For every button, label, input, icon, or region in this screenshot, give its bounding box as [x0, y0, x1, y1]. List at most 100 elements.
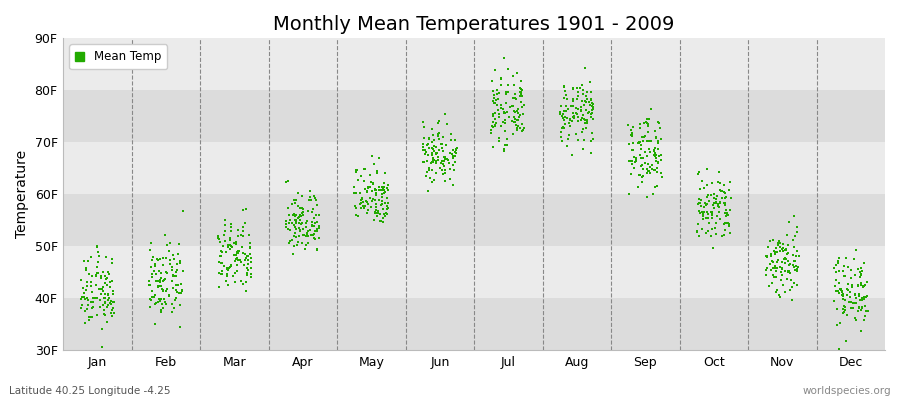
Point	[622, 158, 636, 164]
Point	[294, 205, 309, 211]
Point	[300, 230, 314, 236]
Point	[166, 252, 180, 258]
Point	[698, 230, 713, 236]
Point	[417, 159, 431, 165]
Point	[440, 156, 454, 163]
Point	[567, 112, 581, 119]
Point	[296, 232, 310, 238]
Point	[572, 106, 586, 112]
Point	[648, 153, 662, 160]
Point	[306, 230, 320, 237]
Point	[770, 242, 785, 248]
Point	[716, 233, 730, 240]
Point	[507, 108, 521, 114]
Point	[653, 170, 668, 176]
Point	[766, 237, 780, 243]
Point	[220, 271, 235, 277]
Point	[501, 66, 516, 73]
Point	[310, 219, 324, 225]
Point	[376, 187, 391, 194]
Point	[298, 246, 312, 252]
Point	[426, 132, 440, 138]
Point	[448, 147, 463, 154]
Point	[306, 222, 320, 229]
Point	[571, 114, 585, 120]
Point	[105, 260, 120, 266]
Point	[305, 222, 320, 229]
Point	[498, 117, 512, 123]
Point	[152, 278, 166, 284]
Title: Monthly Mean Temperatures 1901 - 2009: Monthly Mean Temperatures 1901 - 2009	[274, 15, 675, 34]
Point	[513, 84, 527, 91]
Point	[358, 203, 373, 210]
Point	[153, 277, 167, 283]
Point	[706, 244, 720, 251]
Point	[723, 230, 737, 236]
Point	[700, 211, 715, 218]
Point	[243, 244, 257, 250]
Point	[717, 195, 732, 201]
Point	[837, 302, 851, 309]
Point	[222, 265, 237, 271]
Point	[723, 207, 737, 213]
Point	[781, 250, 796, 256]
Point	[143, 246, 157, 253]
Point	[489, 120, 503, 126]
Point	[575, 146, 590, 152]
Point	[511, 106, 526, 112]
Point	[515, 121, 529, 127]
Point	[446, 182, 460, 188]
Point	[513, 112, 527, 118]
Point	[485, 88, 500, 94]
Point	[79, 287, 94, 294]
Point	[697, 184, 711, 191]
Point	[561, 106, 575, 112]
Point	[155, 301, 169, 308]
Point	[579, 99, 593, 105]
Point	[425, 144, 439, 151]
Point	[368, 192, 382, 199]
Point	[767, 274, 781, 281]
Point	[380, 202, 394, 209]
Point	[437, 154, 452, 161]
Point	[557, 124, 572, 131]
Point	[854, 272, 868, 278]
Point	[88, 294, 103, 301]
Point	[229, 238, 243, 245]
Point	[79, 282, 94, 289]
Point	[364, 179, 378, 186]
Point	[89, 281, 104, 288]
Point	[357, 186, 372, 192]
Point	[500, 89, 515, 95]
Point	[832, 320, 847, 326]
Point	[713, 216, 727, 222]
Point	[436, 134, 450, 140]
Point	[713, 179, 727, 186]
Point	[838, 307, 852, 314]
Point	[368, 186, 382, 193]
Point	[98, 295, 112, 301]
Point	[283, 217, 297, 223]
Point	[292, 227, 307, 233]
Point	[573, 107, 588, 113]
Point	[224, 243, 238, 249]
Point	[291, 203, 305, 209]
Point	[223, 264, 238, 271]
Point	[295, 220, 310, 226]
Point	[707, 205, 722, 211]
Point	[418, 173, 433, 179]
Point	[488, 122, 502, 129]
Point	[82, 314, 96, 320]
Point	[508, 118, 522, 125]
Point	[792, 253, 806, 259]
Point	[359, 198, 374, 204]
Point	[158, 255, 173, 262]
Point	[578, 120, 592, 126]
Point	[779, 276, 794, 282]
Point	[242, 232, 256, 238]
Point	[583, 102, 598, 108]
Point	[370, 209, 384, 216]
Point	[724, 179, 738, 185]
Point	[786, 237, 800, 243]
Point	[436, 171, 450, 178]
